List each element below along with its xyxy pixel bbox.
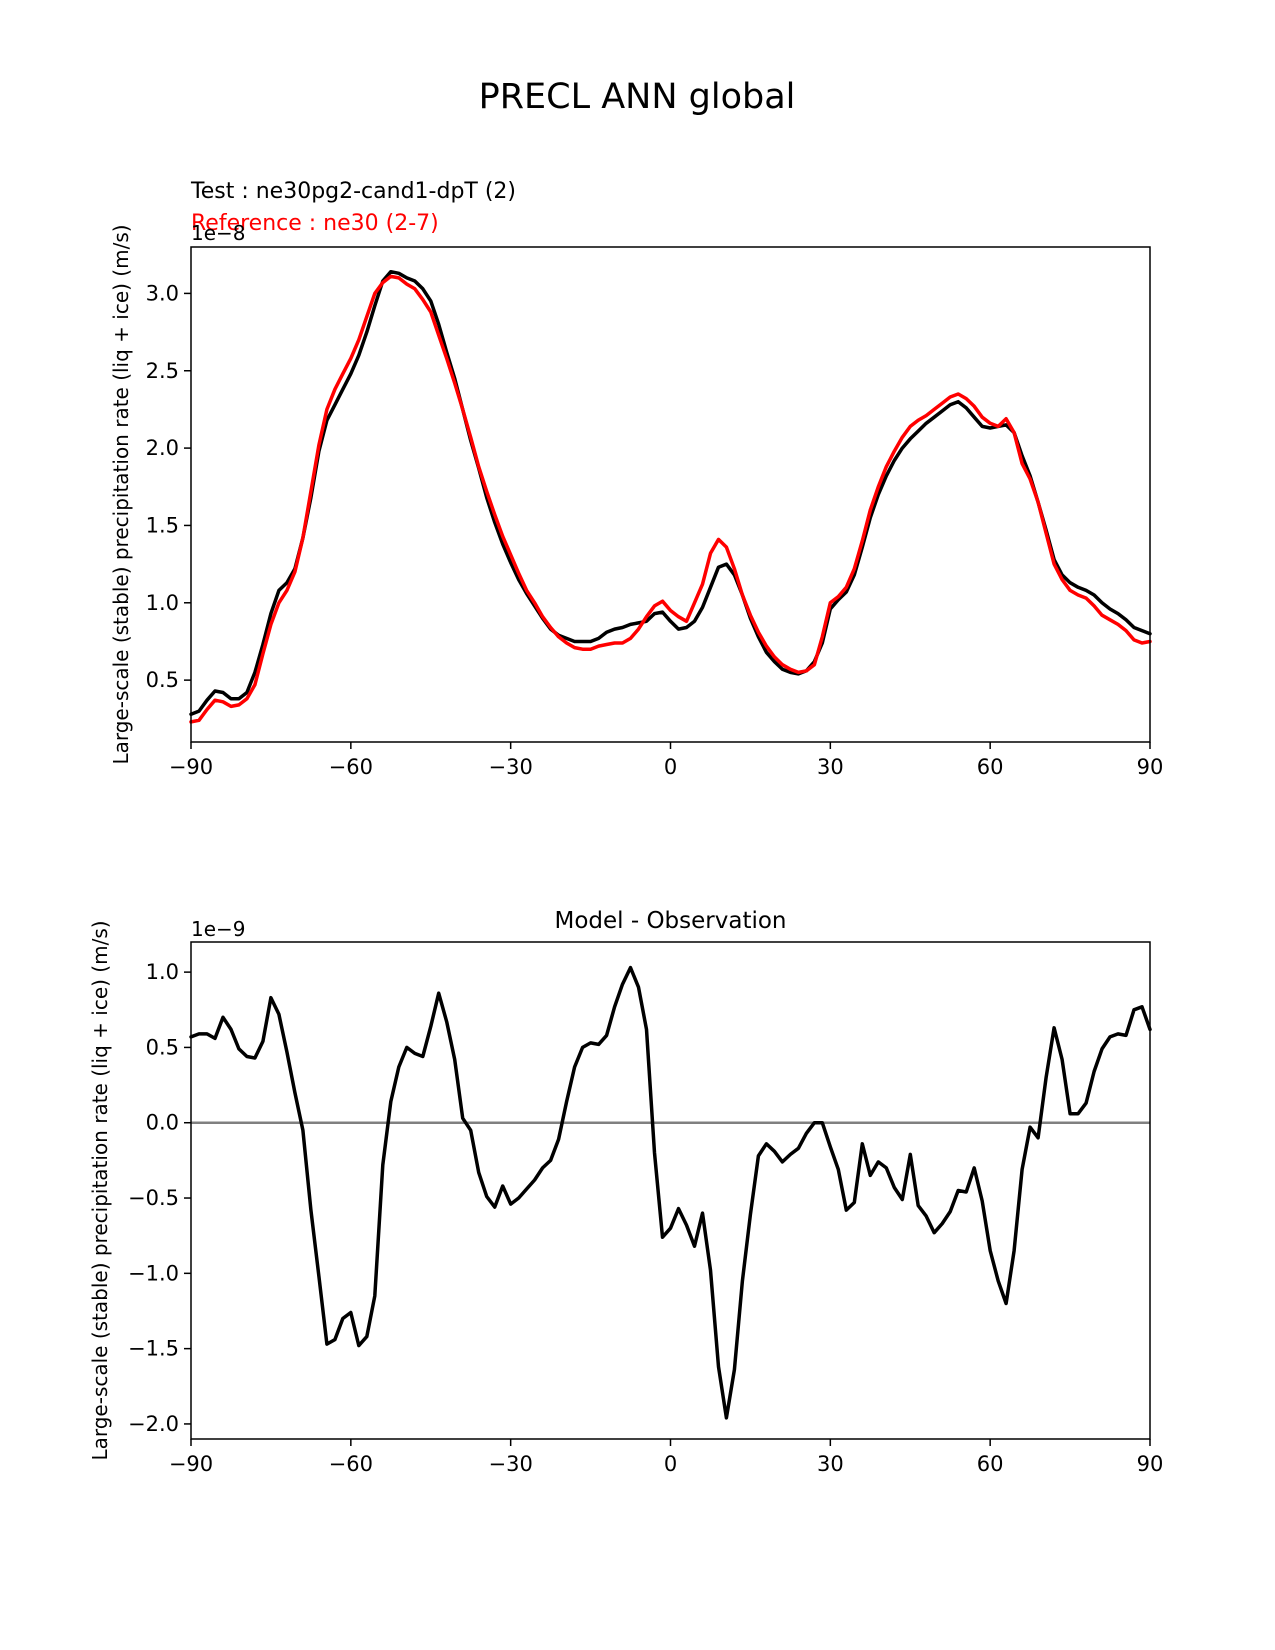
y-tick-label: 1.5 (146, 513, 179, 537)
x-tick-label: 0 (664, 755, 677, 779)
top-x-ticks: −90 −60 −30 0 30 60 90 (169, 742, 1164, 779)
y-tick-label: 1.0 (146, 591, 179, 615)
y-tick-label: 2.0 (146, 436, 179, 460)
y-tick-label: 2.5 (146, 359, 179, 383)
bottom-offset-text: 1e−9 (191, 917, 246, 941)
test-label: Test : ne30pg2-cand1-dpT (2) (190, 179, 516, 204)
top-y-ticks: 0.5 1.0 1.5 2.0 2.5 3.0 (146, 281, 191, 692)
bottom-y-ticks: −2.0 −1.5 −1.0 −0.5 0.0 0.5 1.0 (128, 960, 191, 1436)
x-tick-label: 90 (1137, 755, 1164, 779)
x-tick-label: 0 (664, 1452, 677, 1476)
x-tick-label: −60 (329, 755, 373, 779)
top-y-axis-label: Large-scale (stable) precipitation rate … (109, 224, 133, 764)
reference-label: Reference : ne30 (2-7) (191, 211, 439, 236)
difference-series-line (189, 965, 1152, 1420)
y-tick-label: −0.5 (128, 1186, 179, 1210)
x-tick-label: −30 (489, 755, 533, 779)
bottom-chart-title: Model - Observation (554, 908, 786, 934)
x-tick-label: 60 (977, 755, 1004, 779)
bottom-series-group (189, 965, 1152, 1420)
top-series-group (189, 269, 1152, 724)
bottom-plot-frame (190, 941, 1151, 1440)
bottom-y-axis-label: Large-scale (stable) precipitation rate … (88, 920, 112, 1460)
test-series-line (189, 269, 1152, 716)
bottom-panel: Model - Observation 1e−9 −90 −60 −30 0 30 60 9… (88, 908, 1163, 1476)
x-tick-label: −90 (169, 755, 213, 779)
figure-title: PRECL ANN global (479, 77, 796, 117)
x-tick-label: 60 (977, 1452, 1004, 1476)
y-tick-label: −1.0 (128, 1261, 179, 1285)
y-tick-label: 0.0 (146, 1111, 179, 1135)
y-tick-label: −2.0 (128, 1412, 179, 1436)
bottom-x-ticks: −90 −60 −30 0 30 60 90 (169, 1439, 1164, 1476)
y-tick-label: 0.5 (146, 1035, 179, 1059)
x-tick-label: −60 (329, 1452, 373, 1476)
y-tick-label: 3.0 (146, 281, 179, 305)
top-plot-frame (190, 246, 1151, 743)
x-tick-label: 30 (817, 1452, 844, 1476)
y-tick-label: −1.5 (128, 1337, 179, 1361)
y-tick-label: 0.5 (146, 668, 179, 692)
top-panel: Test : ne30pg2-cand1-dpT (2) Reference :… (109, 179, 1163, 779)
x-tick-label: 30 (817, 755, 844, 779)
x-tick-label: −90 (169, 1452, 213, 1476)
top-offset-text: 1e−8 (191, 221, 246, 245)
reference-series-line (189, 274, 1152, 724)
y-tick-label: 1.0 (146, 960, 179, 984)
x-tick-label: −30 (489, 1452, 533, 1476)
x-tick-label: 90 (1137, 1452, 1164, 1476)
